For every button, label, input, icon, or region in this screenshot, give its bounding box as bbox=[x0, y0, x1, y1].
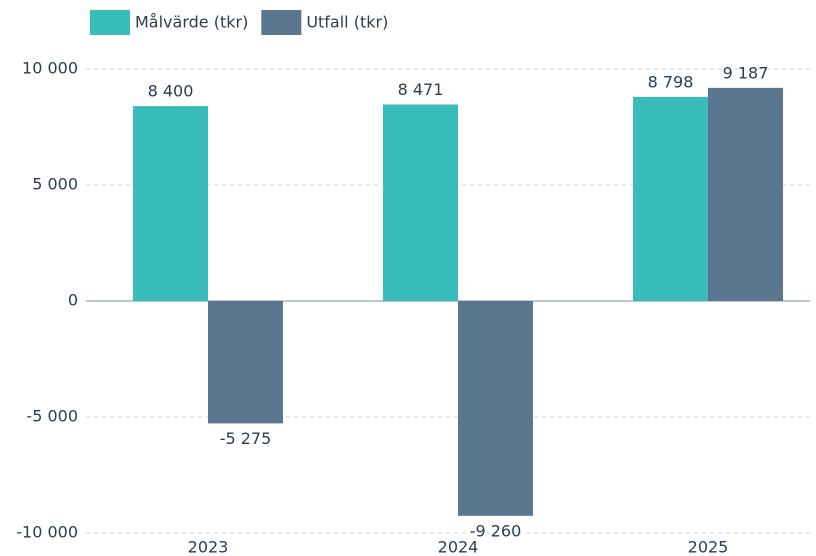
value-label: 8 400 bbox=[148, 82, 194, 101]
legend-label: Målvärde (tkr) bbox=[135, 13, 248, 32]
bar bbox=[458, 301, 533, 516]
bar bbox=[133, 106, 208, 302]
x-tick-label: 2025 bbox=[688, 538, 729, 556]
legend-label: Utfall (tkr) bbox=[306, 13, 388, 32]
bar bbox=[208, 301, 283, 424]
value-label: 8 471 bbox=[398, 80, 444, 99]
legend-swatch bbox=[90, 10, 130, 35]
y-tick-label: -10 000 bbox=[16, 523, 78, 542]
x-tick-label: 2024 bbox=[438, 538, 479, 556]
x-tick-label: 2023 bbox=[188, 538, 229, 556]
value-label: 8 798 bbox=[648, 72, 694, 91]
bar bbox=[708, 87, 783, 301]
value-label: -5 275 bbox=[220, 429, 272, 448]
y-tick-label: 5 000 bbox=[32, 175, 78, 194]
value-label: 9 187 bbox=[723, 63, 769, 82]
y-tick-label: -5 000 bbox=[26, 407, 78, 426]
legend-swatch bbox=[261, 10, 302, 35]
bar bbox=[633, 96, 708, 301]
value-label: -9 260 bbox=[470, 521, 522, 540]
y-tick-label: 10 000 bbox=[22, 59, 78, 78]
y-tick-label: 0 bbox=[68, 291, 78, 310]
bar bbox=[383, 104, 458, 301]
